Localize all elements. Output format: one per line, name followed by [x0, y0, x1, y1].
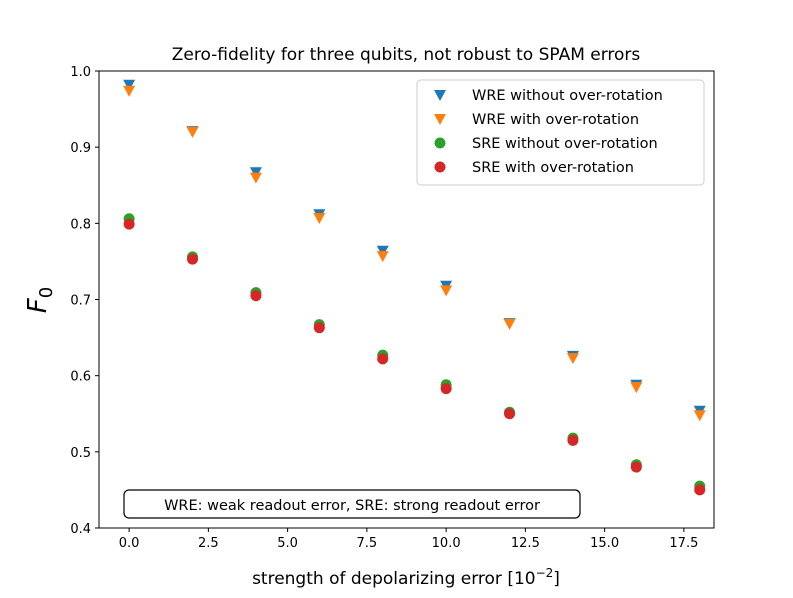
- x-tick-label: 15.0: [590, 536, 619, 551]
- data-point-1: [440, 285, 453, 297]
- data-point-1: [186, 126, 199, 138]
- x-tick-label: 2.5: [198, 536, 219, 551]
- data-point-3: [187, 253, 199, 265]
- x-tick-label: 12.5: [511, 536, 540, 551]
- y-tick-label: 0.9: [70, 141, 91, 156]
- legend: WRE without over-rotation WRE with over-r…: [416, 79, 705, 186]
- x-tick-label: 17.5: [669, 536, 698, 551]
- x-axis-label: strength of depolarizing error [10−2]: [252, 566, 560, 589]
- annotation-box: WRE: weak readout error, SRE: strong rea…: [123, 489, 581, 519]
- y-tick-label: 1.0: [70, 65, 91, 80]
- data-point-1: [123, 85, 136, 97]
- data-point-0: [123, 79, 136, 91]
- legend-marker-0: [434, 90, 446, 101]
- data-point-1: [376, 251, 389, 263]
- annotation-text: WRE: weak readout error, SRE: strong rea…: [164, 498, 540, 514]
- y-tick-label: 0.7: [70, 294, 91, 309]
- legend-marker-2: [434, 137, 446, 149]
- data-point-3: [440, 383, 452, 395]
- chart-title: Zero-fidelity for three qubits, not robu…: [172, 45, 641, 65]
- x-tick-label: 0.0: [119, 536, 140, 551]
- legend-label: SRE without over-rotation: [472, 136, 658, 152]
- data-point-3: [630, 461, 642, 473]
- legend-marker-3: [434, 161, 446, 173]
- data-point-1: [249, 172, 262, 184]
- data-point-3: [123, 218, 135, 230]
- data-point-3: [567, 434, 579, 446]
- y-tick-label: 0.8: [70, 217, 91, 232]
- data-point-3: [694, 484, 706, 496]
- data-point-1: [693, 410, 706, 422]
- x-tick-label: 5.0: [277, 536, 298, 551]
- data-point-3: [313, 322, 325, 334]
- data-point-1: [566, 353, 579, 365]
- data-point-1: [630, 382, 643, 394]
- y-tick-label: 0.5: [70, 446, 91, 461]
- data-point-1: [503, 318, 516, 330]
- legend-label: WRE with over-rotation: [472, 112, 639, 128]
- legend-marker-1: [434, 114, 446, 125]
- legend-label: WRE without over-rotation: [472, 88, 663, 104]
- data-point-1: [313, 213, 326, 225]
- data-point-3: [504, 408, 516, 420]
- x-tick-label: 10.0: [432, 536, 461, 551]
- y-tick-label: 0.4: [70, 522, 91, 537]
- data-point-3: [250, 290, 262, 302]
- y-tick-label: 0.6: [70, 370, 91, 385]
- y-axis-label: F0: [23, 287, 57, 313]
- x-tick-label: 7.5: [357, 536, 378, 551]
- legend-label: SRE with over-rotation: [472, 160, 634, 176]
- data-point-3: [377, 353, 389, 365]
